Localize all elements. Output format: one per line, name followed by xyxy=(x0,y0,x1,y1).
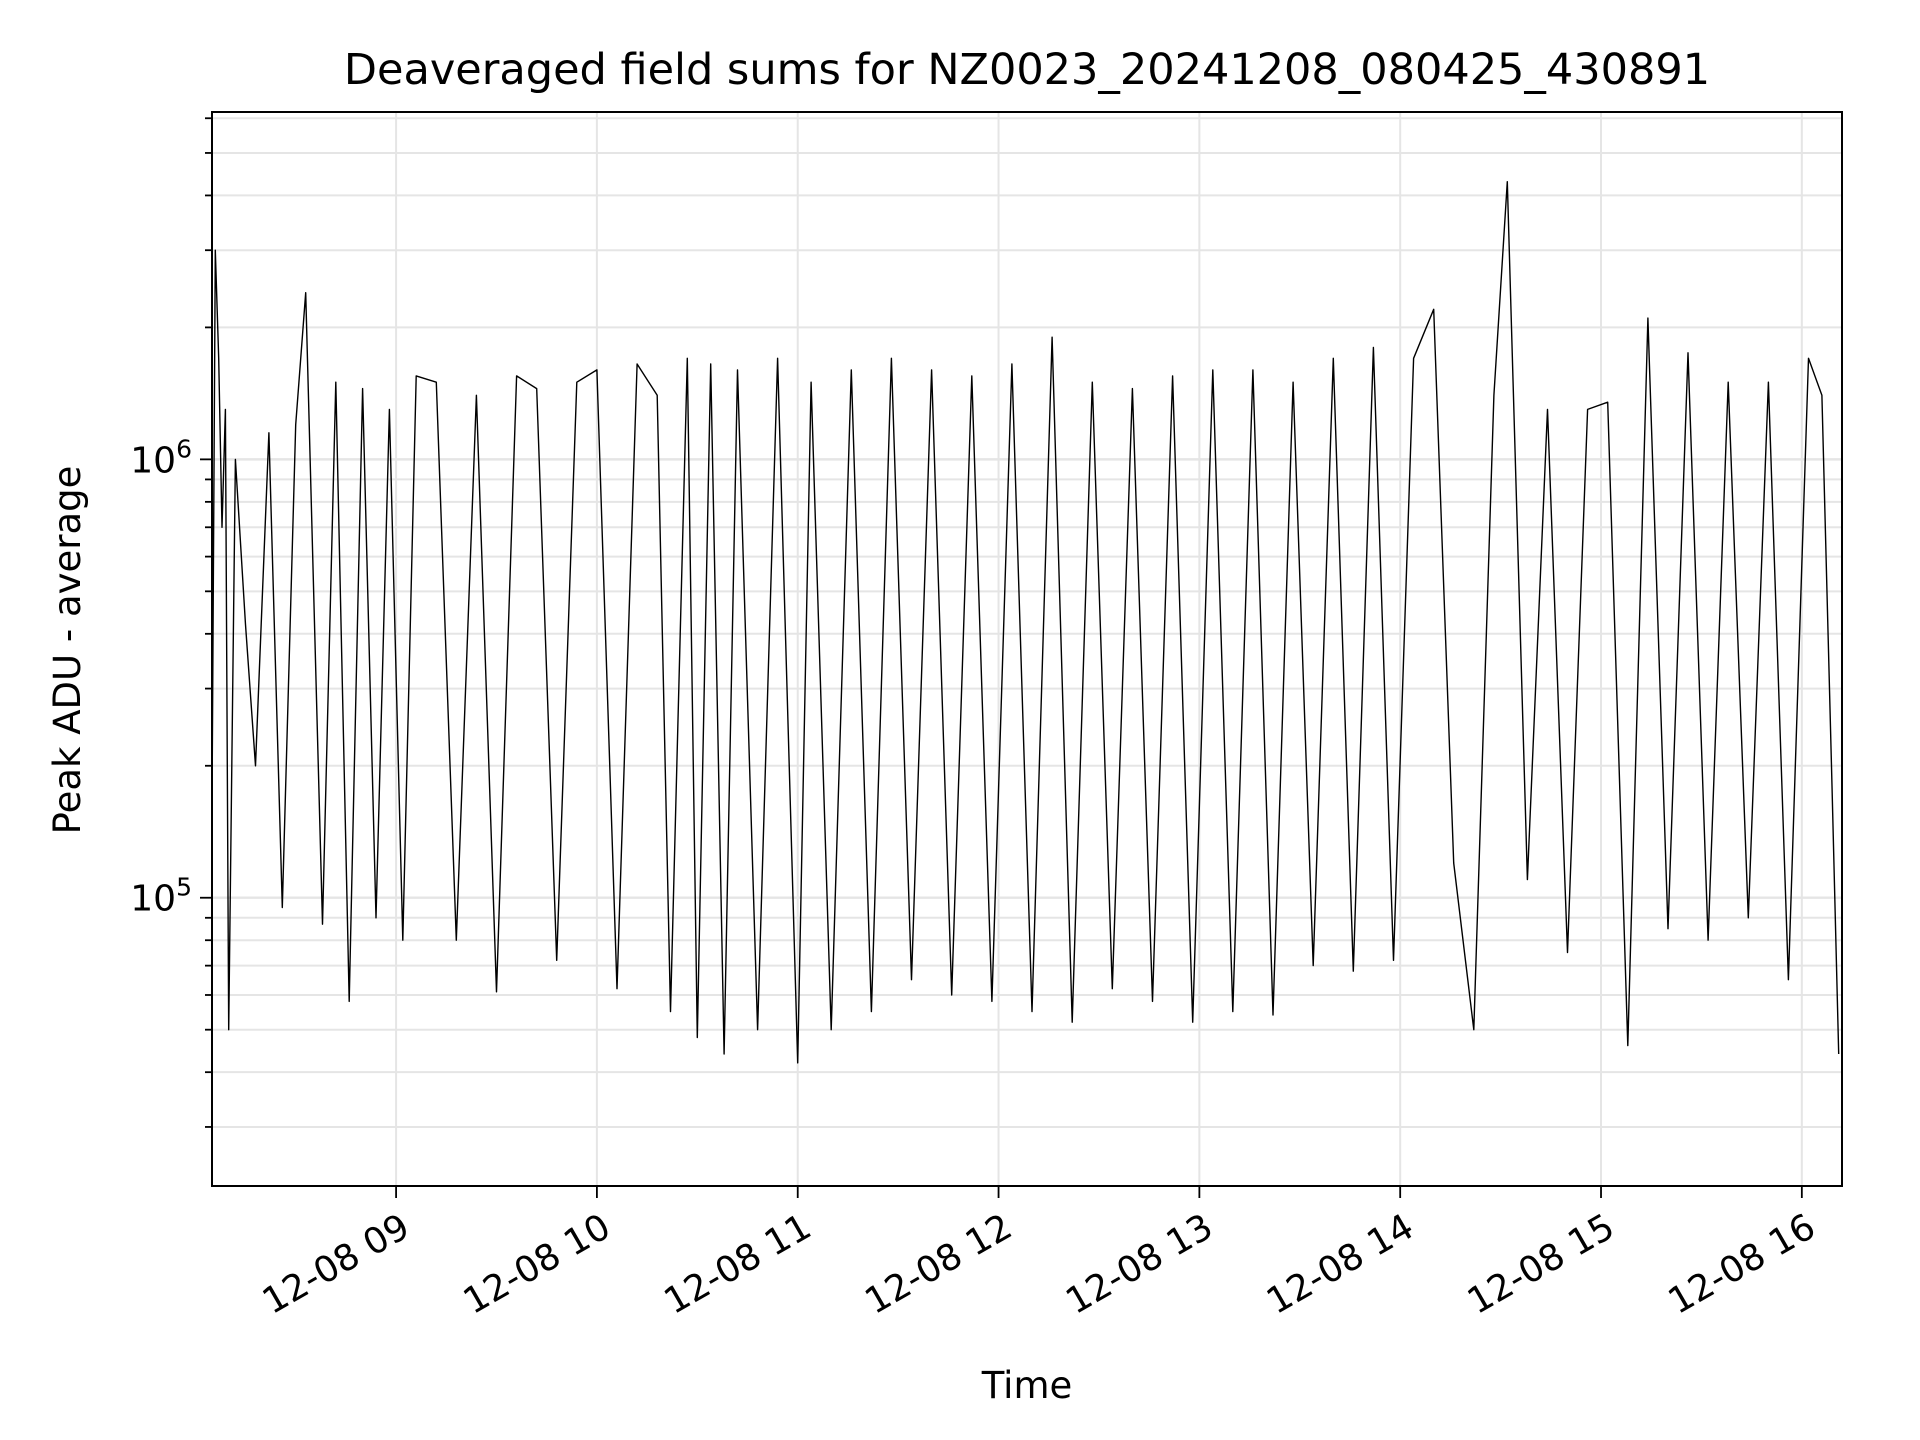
x-axis-label: Time xyxy=(981,1364,1073,1407)
chart-title: Deaveraged field sums for NZ0023_2024120… xyxy=(344,45,1710,95)
grid xyxy=(212,112,1842,1186)
series-line xyxy=(211,180,1840,1064)
y-tick-label: 106 xyxy=(130,434,192,481)
y-tick-label-base: 10 xyxy=(130,440,176,481)
y-tick-label: 105 xyxy=(130,873,192,920)
series-layer xyxy=(211,180,1840,1064)
y-tick-label-base: 10 xyxy=(130,879,176,920)
y-axis-label: Peak ADU - average xyxy=(46,466,89,835)
y-tick-label-exponent: 6 xyxy=(176,434,192,463)
y-tick-label-exponent: 5 xyxy=(176,873,192,902)
plot-frame xyxy=(211,111,1843,1187)
